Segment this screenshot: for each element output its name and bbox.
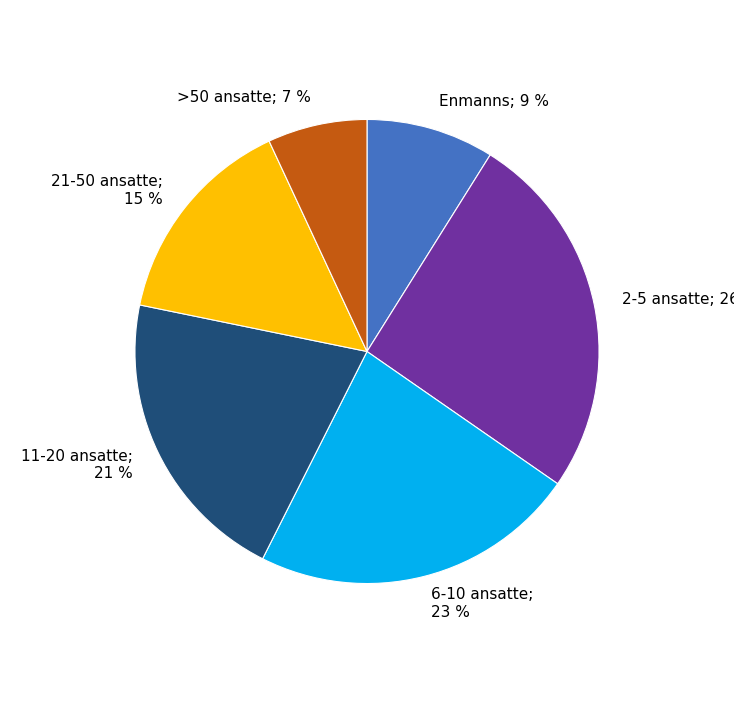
Text: 21-50 ansatte;
15 %: 21-50 ansatte; 15 % xyxy=(51,174,163,207)
Wedge shape xyxy=(139,141,367,352)
Wedge shape xyxy=(367,120,490,352)
Wedge shape xyxy=(367,155,599,484)
Text: 6-10 ansatte;
23 %: 6-10 ansatte; 23 % xyxy=(431,587,534,619)
Text: 11-20 ansatte;
21 %: 11-20 ansatte; 21 % xyxy=(21,449,133,481)
Wedge shape xyxy=(135,305,367,559)
Wedge shape xyxy=(263,352,558,583)
Wedge shape xyxy=(269,120,367,352)
Text: >50 ansatte; 7 %: >50 ansatte; 7 % xyxy=(177,90,311,105)
Text: 2-5 ansatte; 26 %: 2-5 ansatte; 26 % xyxy=(622,292,734,307)
Text: Enmanns; 9 %: Enmanns; 9 % xyxy=(439,94,549,109)
